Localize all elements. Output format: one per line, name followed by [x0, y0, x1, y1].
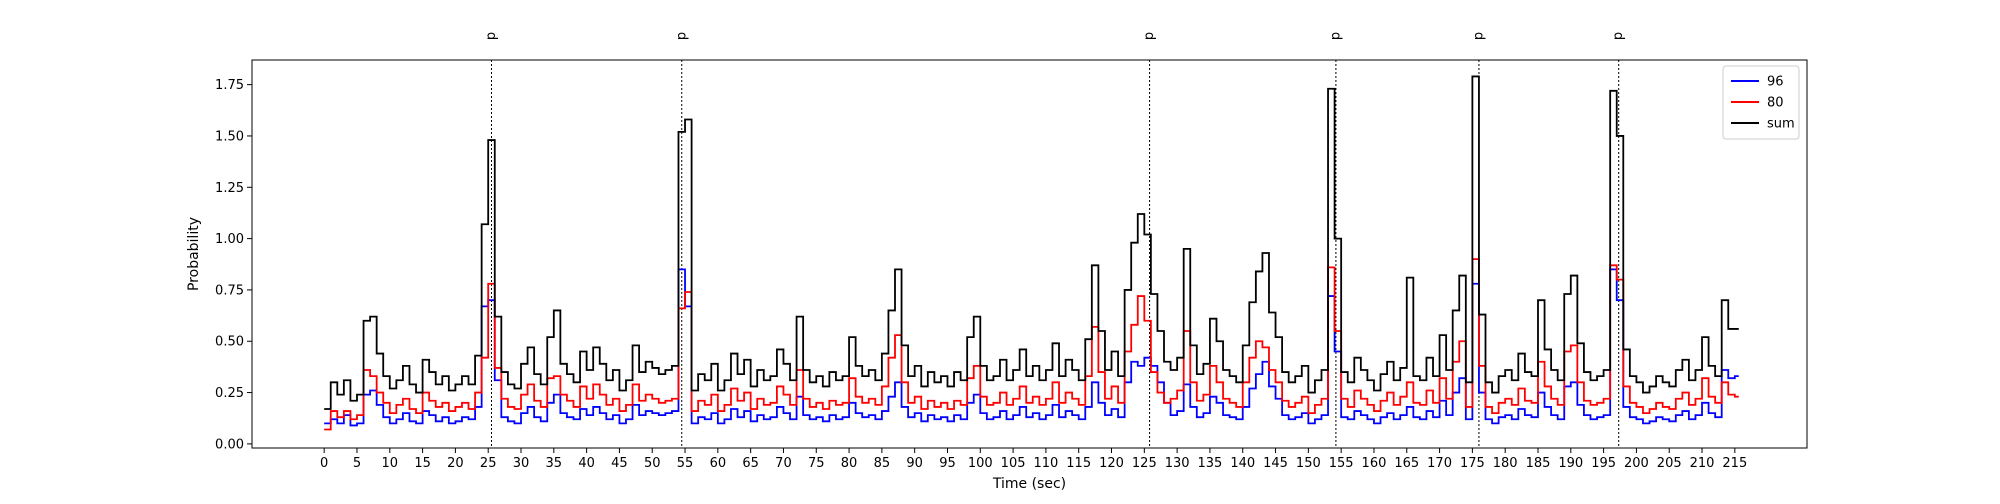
- x-tick-label: 150: [1296, 456, 1321, 471]
- x-tick-label: 135: [1198, 456, 1223, 471]
- y-tick-label: 1.75: [215, 78, 244, 93]
- event-marker-label: p: [1328, 32, 1343, 40]
- x-tick-label: 70: [775, 456, 792, 471]
- x-tick-label: 175: [1460, 456, 1485, 471]
- event-marker-label: p: [674, 32, 689, 40]
- x-tick-label: 105: [1001, 456, 1026, 471]
- y-axis-label: Probability: [186, 217, 202, 291]
- x-tick-label: 60: [710, 456, 727, 471]
- x-tick-label: 125: [1132, 456, 1157, 471]
- x-tick-label: 200: [1624, 456, 1649, 471]
- x-tick-label: 65: [742, 456, 759, 471]
- x-tick-label: 140: [1230, 456, 1255, 471]
- legend-box: [1722, 65, 1800, 140]
- x-tick-label: 95: [939, 456, 956, 471]
- legend-label: 80: [1767, 96, 1784, 111]
- series-line-96: [324, 268, 1739, 427]
- x-tick-label: 185: [1526, 456, 1551, 471]
- event-marker-label: p: [484, 32, 499, 40]
- x-tick-label: 145: [1263, 456, 1288, 471]
- x-tick-label: 25: [480, 456, 497, 471]
- x-tick-label: 160: [1362, 456, 1387, 471]
- series-line-80: [324, 258, 1739, 431]
- x-tick-label: 90: [906, 456, 923, 471]
- x-tick-label: 120: [1099, 456, 1124, 471]
- legend-label: 96: [1767, 75, 1784, 90]
- y-tick-label: 0.25: [215, 386, 244, 401]
- x-tick-label: 130: [1165, 456, 1190, 471]
- x-tick-label: 210: [1690, 456, 1715, 471]
- x-tick-label: 205: [1657, 456, 1682, 471]
- x-tick-label: 30: [513, 456, 530, 471]
- y-tick-label: 1.50: [215, 129, 244, 144]
- x-tick-label: 35: [546, 456, 563, 471]
- x-tick-label: 10: [382, 456, 399, 471]
- y-tick-label: 0.75: [215, 283, 244, 298]
- legend: 96 80 sum: [1722, 65, 1800, 140]
- x-axis-label: Time (sec): [992, 476, 1066, 492]
- x-tick-label: 155: [1329, 456, 1354, 471]
- y-tick-label: 0.00: [215, 437, 244, 452]
- x-tick-label: 180: [1493, 456, 1518, 471]
- x-tick-label: 215: [1722, 456, 1747, 471]
- event-marker-label: p: [1611, 32, 1626, 40]
- x-tick-label: 100: [968, 456, 993, 471]
- y-tick-label: 1.00: [215, 232, 244, 247]
- x-tick-label: 110: [1033, 456, 1058, 471]
- x-tick-label: 115: [1066, 456, 1091, 471]
- x-tick-label: 40: [578, 456, 595, 471]
- y-tick-label: 1.25: [215, 181, 244, 196]
- event-marker-label: p: [1142, 32, 1157, 40]
- x-tick-label: 80: [841, 456, 858, 471]
- y-tick-label: 0.50: [215, 335, 244, 350]
- series-layer: [324, 75, 1739, 431]
- plot-frame: [251, 59, 1808, 449]
- x-tick-label: 190: [1558, 456, 1583, 471]
- x-tick-label: 165: [1394, 456, 1419, 471]
- x-tick-label: 85: [874, 456, 891, 471]
- x-tick-label: 170: [1427, 456, 1452, 471]
- x-tick-label: 0: [320, 456, 328, 471]
- legend-label: sum: [1767, 117, 1795, 132]
- x-tick-label: 50: [644, 456, 661, 471]
- x-tick-label: 45: [611, 456, 628, 471]
- series-line-sum: [324, 75, 1739, 410]
- x-tick-label: 20: [447, 456, 464, 471]
- axes-layer: 0 5 10 15 20 25 30 35 40 45 50 55 60 65 70 75 80 85 90 95 10…: [186, 59, 1808, 492]
- event-marker-label: p: [1471, 32, 1486, 40]
- x-tick-label: 15: [414, 456, 431, 471]
- x-tick-label: 55: [677, 456, 694, 471]
- x-tick-label: 195: [1591, 456, 1616, 471]
- x-tick-label: 75: [808, 456, 825, 471]
- x-tick-label: 5: [353, 456, 361, 471]
